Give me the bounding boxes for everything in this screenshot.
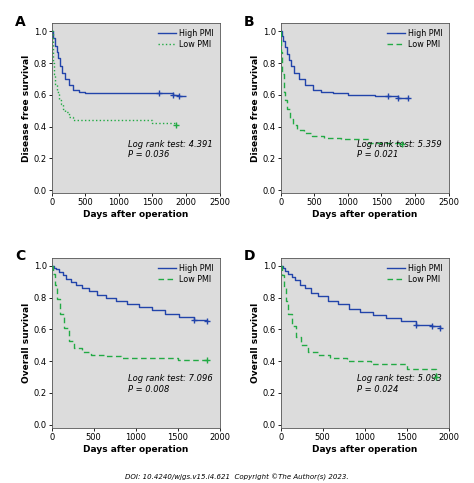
X-axis label: Days after operation: Days after operation [312, 210, 417, 219]
Text: C: C [15, 250, 25, 264]
X-axis label: Days after operation: Days after operation [312, 444, 417, 454]
Legend: High PMI, Low PMI: High PMI, Low PMI [384, 260, 446, 287]
Text: Log rank test: 7.096
P = 0.008: Log rank test: 7.096 P = 0.008 [128, 374, 213, 394]
Y-axis label: Disease free survival: Disease free survival [251, 55, 260, 162]
Text: Log rank test: 4.391
P = 0.036: Log rank test: 4.391 P = 0.036 [128, 140, 213, 159]
Text: Log rank test: 5.093
P = 0.024: Log rank test: 5.093 P = 0.024 [357, 374, 442, 394]
Legend: High PMI, Low PMI: High PMI, Low PMI [155, 26, 217, 52]
Text: D: D [244, 250, 255, 264]
Y-axis label: Disease free survival: Disease free survival [22, 55, 31, 162]
Text: DOI: 10.4240/wjgs.v15.i4.621  Copyright ©The Author(s) 2023.: DOI: 10.4240/wjgs.v15.i4.621 Copyright ©… [125, 473, 349, 481]
Y-axis label: Overall survival: Overall survival [251, 303, 260, 383]
Text: A: A [15, 15, 26, 29]
X-axis label: Days after operation: Days after operation [83, 444, 188, 454]
Y-axis label: Overall survival: Overall survival [22, 303, 31, 383]
Text: Log rank test: 5.359
P = 0.021: Log rank test: 5.359 P = 0.021 [357, 140, 442, 159]
Text: B: B [244, 15, 255, 29]
X-axis label: Days after operation: Days after operation [83, 210, 188, 219]
Legend: High PMI, Low PMI: High PMI, Low PMI [384, 26, 446, 52]
Legend: High PMI, Low PMI: High PMI, Low PMI [155, 260, 217, 287]
